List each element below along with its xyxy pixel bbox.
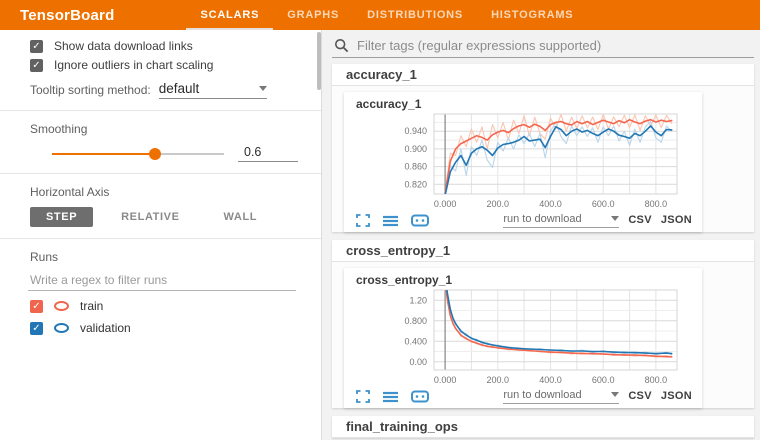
- run-to-download-label: run to download: [503, 388, 582, 401]
- log-scale-icon[interactable]: [383, 390, 398, 403]
- svg-text:0.820: 0.820: [404, 179, 427, 189]
- app-logo: TensorBoard: [20, 6, 115, 24]
- run-validation-label: validation: [80, 321, 131, 335]
- smoothing-value[interactable]: 0.6: [238, 145, 298, 162]
- run-train-color-swatch[interactable]: [54, 301, 69, 311]
- slider-thumb[interactable]: [149, 147, 162, 160]
- caret-down-icon: [611, 216, 620, 221]
- divider: [0, 238, 321, 239]
- svg-text:1.20: 1.20: [409, 295, 427, 305]
- csv-download-link[interactable]: CSV: [628, 390, 652, 402]
- svg-text:0.900: 0.900: [404, 144, 427, 154]
- svg-text:600.0: 600.0: [592, 375, 615, 384]
- run-validation-checkbox[interactable]: ✓: [30, 321, 43, 335]
- svg-text:0.800: 0.800: [404, 316, 427, 326]
- data-domain-toggle-icon[interactable]: [411, 390, 429, 403]
- accuracy-chart-toolbar: run to download CSV JSON: [344, 213, 702, 230]
- accuracy-chart[interactable]: 0.820 0.860 0.900 0.940 0.000 200.0 400.0 600.0…: [394, 111, 702, 213]
- cross-entropy-chart[interactable]: 0.00 0.400 0.800 1.20 0.000 200.0 400.0 600.0 80…: [394, 287, 702, 389]
- expand-chart-icon[interactable]: [356, 213, 370, 227]
- search-icon: [334, 38, 349, 53]
- run-to-download-label: run to download: [503, 212, 582, 225]
- nav-tabs: SCALARS GRAPHS DISTRIBUTIONS HISTOGRAMS: [186, 0, 587, 30]
- tab-distributions[interactable]: DISTRIBUTIONS: [367, 9, 464, 21]
- caret-down-icon: [258, 86, 267, 91]
- runs-filter-input[interactable]: [28, 271, 296, 291]
- tag-group-final-training-ops: final_training_ops: [332, 416, 754, 438]
- svg-text:800.0: 800.0: [645, 199, 668, 208]
- ignore-outliers-checkbox[interactable]: ✓: [30, 58, 43, 72]
- tooltip-sort-dropdown[interactable]: default: [158, 81, 267, 99]
- svg-text:0.940: 0.940: [404, 126, 427, 136]
- json-download-link[interactable]: JSON: [660, 390, 692, 402]
- run-to-download-select[interactable]: run to download: [503, 212, 620, 228]
- log-scale-icon[interactable]: [383, 214, 398, 227]
- svg-text:200.0: 200.0: [487, 199, 510, 208]
- cross-entropy-chart-title: cross_entropy_1: [356, 273, 453, 287]
- relative-button[interactable]: RELATIVE: [121, 211, 180, 223]
- run-to-download-select[interactable]: run to download: [503, 388, 620, 404]
- sidebar-scrollbar[interactable]: [317, 32, 321, 90]
- tab-scalars[interactable]: SCALARS: [186, 0, 274, 30]
- svg-text:0.00: 0.00: [409, 357, 427, 367]
- tag-filter: [332, 37, 754, 58]
- data-domain-toggle-icon[interactable]: [411, 214, 429, 227]
- json-download-link[interactable]: JSON: [660, 214, 692, 226]
- group-header-cross-entropy[interactable]: cross_entropy_1: [332, 240, 754, 262]
- show-download-links-label: Show data download links: [54, 39, 193, 53]
- svg-text:0.000: 0.000: [434, 375, 457, 384]
- group-header-accuracy[interactable]: accuracy_1: [332, 64, 754, 86]
- group-header-final-training-ops[interactable]: final_training_ops: [332, 416, 754, 438]
- svg-text:400.0: 400.0: [539, 375, 562, 384]
- run-train-label: train: [80, 299, 104, 313]
- svg-text:200.0: 200.0: [487, 375, 510, 384]
- run-validation-color-swatch[interactable]: [54, 323, 69, 333]
- svg-text:0.860: 0.860: [404, 162, 427, 172]
- svg-text:0.000: 0.000: [434, 199, 457, 208]
- smoothing-label: Smoothing: [30, 122, 88, 136]
- tab-graphs[interactable]: GRAPHS: [287, 9, 340, 21]
- cross-entropy-chart-card: cross_entropy_1 0.00 0.400 0.800 1.20 0.000 2…: [344, 268, 702, 408]
- tooltip-sort-value: default: [158, 81, 200, 96]
- top-app-bar: TensorBoard SCALARS GRAPHS DISTRIBUTIONS…: [0, 0, 760, 30]
- ignore-outliers-label: Ignore outliers in chart scaling: [54, 58, 214, 72]
- expand-chart-icon[interactable]: [356, 389, 370, 403]
- run-train-checkbox[interactable]: ✓: [30, 299, 43, 313]
- tag-filter-input[interactable]: [357, 38, 754, 53]
- horizontal-axis-label: Horizontal Axis: [30, 185, 110, 199]
- tab-histograms[interactable]: HISTOGRAMS: [491, 9, 574, 21]
- svg-text:400.0: 400.0: [539, 199, 562, 208]
- dashboard-main: accuracy_1 accuracy_1 0.820 0.860 0.900 0.9…: [322, 30, 760, 440]
- divider: [0, 110, 321, 111]
- tag-group-accuracy: accuracy_1 accuracy_1 0.820 0.860 0.900 0.9…: [332, 64, 754, 232]
- accuracy-chart-title: accuracy_1: [356, 97, 422, 111]
- cross-entropy-chart-toolbar: run to download CSV JSON: [344, 389, 702, 406]
- svg-text:600.0: 600.0: [592, 199, 615, 208]
- slider-fill: [52, 152, 156, 155]
- tooltip-sort-label: Tooltip sorting method:: [30, 83, 151, 97]
- step-button[interactable]: STEP: [30, 207, 94, 227]
- settings-sidebar: ✓ Show data download links ✓ Ignore outl…: [0, 30, 322, 440]
- svg-text:800.0: 800.0: [645, 375, 668, 384]
- svg-text:0.400: 0.400: [404, 336, 427, 346]
- csv-download-link[interactable]: CSV: [628, 214, 652, 226]
- tag-group-cross-entropy: cross_entropy_1 cross_entropy_1 0.00 0.40…: [332, 240, 754, 408]
- wall-button[interactable]: WALL: [223, 211, 258, 223]
- caret-down-icon: [611, 392, 620, 397]
- smoothing-slider[interactable]: [52, 147, 224, 161]
- accuracy-chart-card: accuracy_1 0.820 0.860 0.900 0.940 0.000 200.…: [344, 92, 702, 232]
- runs-label: Runs: [30, 250, 59, 264]
- divider: [0, 173, 321, 174]
- show-download-links-checkbox[interactable]: ✓: [30, 39, 43, 53]
